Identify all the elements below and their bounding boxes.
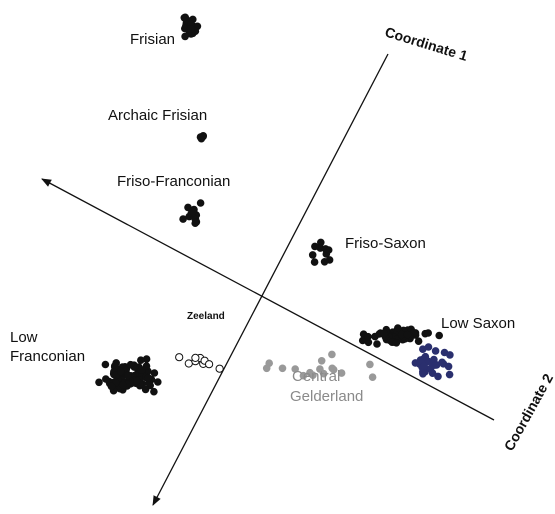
point-low-franconian: [133, 377, 141, 385]
point-friso-saxon: [310, 258, 319, 266]
coordinate-1-axis: [152, 53, 389, 506]
point-low-saxon-blue-subset: [434, 372, 442, 381]
point-low-saxon-blue-subset: [419, 345, 427, 354]
point-frisian: [186, 25, 195, 33]
label-frisian: Frisian: [130, 31, 175, 48]
point-low-franconian: [117, 367, 125, 376]
point-low-franconian: [107, 382, 116, 391]
point-zeeland: [175, 353, 184, 362]
point-low-saxon-blue-subset: [444, 362, 453, 371]
point-low-saxon: [414, 337, 423, 346]
point-low-franconian: [137, 366, 146, 374]
point-friso-saxon: [321, 245, 330, 253]
point-friso-franconian: [196, 199, 205, 207]
coordinate-2-axis: [41, 178, 495, 421]
point-low-saxon: [403, 330, 412, 339]
point-low-franconian: [150, 387, 158, 396]
label-archaic-frisian: Archaic Frisian: [108, 107, 207, 124]
point-central-gelderland: [368, 373, 377, 382]
point-low-saxon: [397, 330, 406, 339]
point-friso-franconian: [189, 207, 197, 216]
point-low-franconian: [111, 362, 119, 370]
point-low-franconian: [119, 381, 127, 389]
point-zeeland: [205, 360, 214, 369]
scatter-points: [95, 13, 454, 396]
point-low-franconian: [124, 371, 132, 380]
label-friso-franconian: Friso-Franconian: [117, 173, 230, 190]
point-frisian: [181, 24, 189, 33]
point-central-gelderland: [317, 357, 326, 365]
point-central-gelderland: [306, 368, 314, 377]
point-central-gelderland: [337, 369, 346, 377]
point-central-gelderland: [262, 364, 271, 373]
point-central-gelderland: [366, 360, 374, 369]
point-central-gelderland: [328, 350, 336, 359]
point-low-saxon: [424, 329, 433, 337]
point-low-saxon: [392, 339, 401, 347]
point-low-franconian: [101, 360, 110, 369]
point-low-saxon-blue-subset: [421, 352, 430, 361]
point-low-saxon: [364, 332, 372, 341]
label-zeeland: Zeeland: [187, 311, 225, 322]
label-central-gelderland-line2: Gelderland: [290, 388, 363, 405]
point-friso-franconian: [191, 219, 199, 227]
point-low-saxon-blue-subset: [431, 347, 440, 355]
point-friso-franconian: [179, 215, 187, 223]
point-low-saxon-blue-subset: [446, 351, 454, 359]
label-low-franconian-line2: Franconian: [10, 348, 85, 365]
point-low-saxon: [373, 340, 381, 348]
point-low-saxon-blue-subset: [424, 343, 433, 351]
point-central-gelderland: [291, 365, 300, 373]
point-low-saxon: [380, 329, 389, 338]
coordinate-2-axis-title: Coordinate 2: [501, 371, 555, 454]
point-low-franconian: [95, 378, 103, 387]
point-low-saxon-blue-subset: [420, 362, 429, 371]
label-central-gelderland-line1: Central: [292, 368, 340, 385]
point-low-franconian: [150, 369, 159, 377]
point-low-saxon: [435, 331, 444, 340]
point-friso-saxon: [320, 258, 329, 266]
point-low-saxon-blue-subset: [432, 361, 441, 369]
point-frisian: [181, 32, 189, 41]
point-central-gelderland: [328, 364, 337, 373]
point-low-saxon-blue-subset: [419, 370, 427, 378]
label-low-franconian-line1: Low: [10, 329, 38, 346]
point-zeeland: [191, 353, 200, 362]
point-frisian: [180, 13, 189, 22]
point-low-saxon-blue-subset: [445, 370, 454, 379]
coordinate-1-axis-title: Coordinate 1: [383, 24, 470, 64]
point-low-franconian: [102, 375, 110, 383]
point-low-saxon: [364, 338, 373, 347]
point-archaic-frisian: [199, 132, 207, 141]
point-central-gelderland: [299, 371, 308, 380]
point-friso-saxon: [311, 242, 319, 251]
point-friso-saxon: [317, 238, 325, 247]
point-low-franconian: [126, 360, 135, 369]
point-low-franconian: [137, 356, 145, 365]
label-friso-saxon: Friso-Saxon: [345, 235, 426, 252]
point-central-gelderland: [319, 369, 328, 378]
point-low-saxon: [358, 336, 367, 345]
point-low-franconian: [144, 374, 153, 382]
point-central-gelderland: [278, 364, 287, 373]
point-low-franconian: [142, 355, 151, 363]
label-low-saxon: Low Saxon: [441, 315, 515, 332]
point-zeeland: [215, 364, 224, 373]
point-friso-saxon: [308, 251, 317, 259]
point-low-franconian: [154, 378, 162, 386]
point-low-saxon: [394, 324, 402, 332]
